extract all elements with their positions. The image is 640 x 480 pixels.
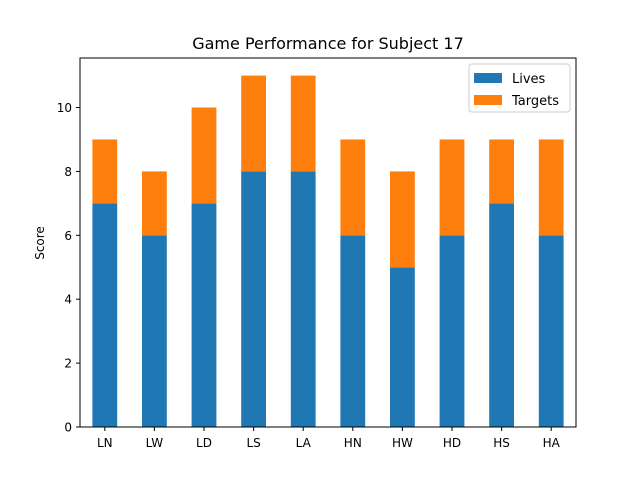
bar-lives-ln — [92, 203, 118, 427]
bar-targets-ls — [241, 75, 266, 172]
bar-targets-hw — [390, 171, 415, 268]
bar-lives-la — [290, 171, 316, 427]
y-tick-label: 2 — [64, 357, 72, 371]
x-tick-label: HD — [443, 436, 461, 450]
bar-targets-ld — [191, 107, 217, 204]
y-tick-label: 4 — [64, 293, 72, 307]
x-tick-label: HW — [392, 436, 413, 450]
legend-label-targets: Targets — [511, 94, 559, 109]
bar-targets-hd — [439, 139, 465, 236]
x-tick-label: LD — [196, 436, 212, 450]
bar-targets-lw — [142, 171, 167, 236]
bars — [92, 75, 564, 427]
y-tick-label: 8 — [64, 165, 72, 179]
x-tick-label: HA — [543, 436, 561, 450]
legend-label-lives: Lives — [512, 72, 546, 87]
y-axis-label: Score — [33, 226, 47, 260]
plot-frame — [79, 57, 577, 428]
x-tick-label: LA — [296, 436, 312, 450]
x-tick-label: HS — [493, 436, 510, 450]
chart-title: Game Performance for Subject 17 — [192, 34, 464, 53]
legend: Lives Targets — [468, 63, 571, 113]
bar-lives-ha — [538, 235, 564, 427]
bar-lives-hn — [340, 235, 366, 427]
bar-targets-ln — [92, 139, 118, 204]
x-tick-label: HN — [344, 436, 362, 450]
x-tick-label: LS — [246, 436, 260, 450]
bar-targets-ha — [538, 139, 564, 236]
bar-targets-hn — [340, 139, 366, 236]
legend-swatch-lives — [474, 73, 502, 83]
bar-lives-hd — [439, 235, 465, 427]
bar-lives-hs — [489, 203, 514, 427]
bar-targets-hs — [489, 139, 514, 204]
y-tick-label: 0 — [64, 421, 72, 435]
bar-lives-ld — [191, 203, 217, 427]
legend-swatch-targets — [474, 95, 502, 105]
y-ticks: 0 2 4 6 8 10 — [57, 101, 80, 435]
y-tick-label: 6 — [64, 229, 72, 243]
bar-lives-ls — [241, 171, 266, 427]
bar-targets-la — [290, 75, 316, 172]
x-ticks: LN LW LD LS LA HN HW HD HS HA — [97, 427, 561, 450]
y-tick-label: 10 — [57, 101, 72, 115]
axes — [79, 57, 577, 428]
bar-lives-lw — [142, 235, 167, 427]
bar-lives-hw — [390, 267, 415, 427]
x-tick-label: LN — [97, 436, 113, 450]
x-tick-label: LW — [146, 436, 164, 450]
